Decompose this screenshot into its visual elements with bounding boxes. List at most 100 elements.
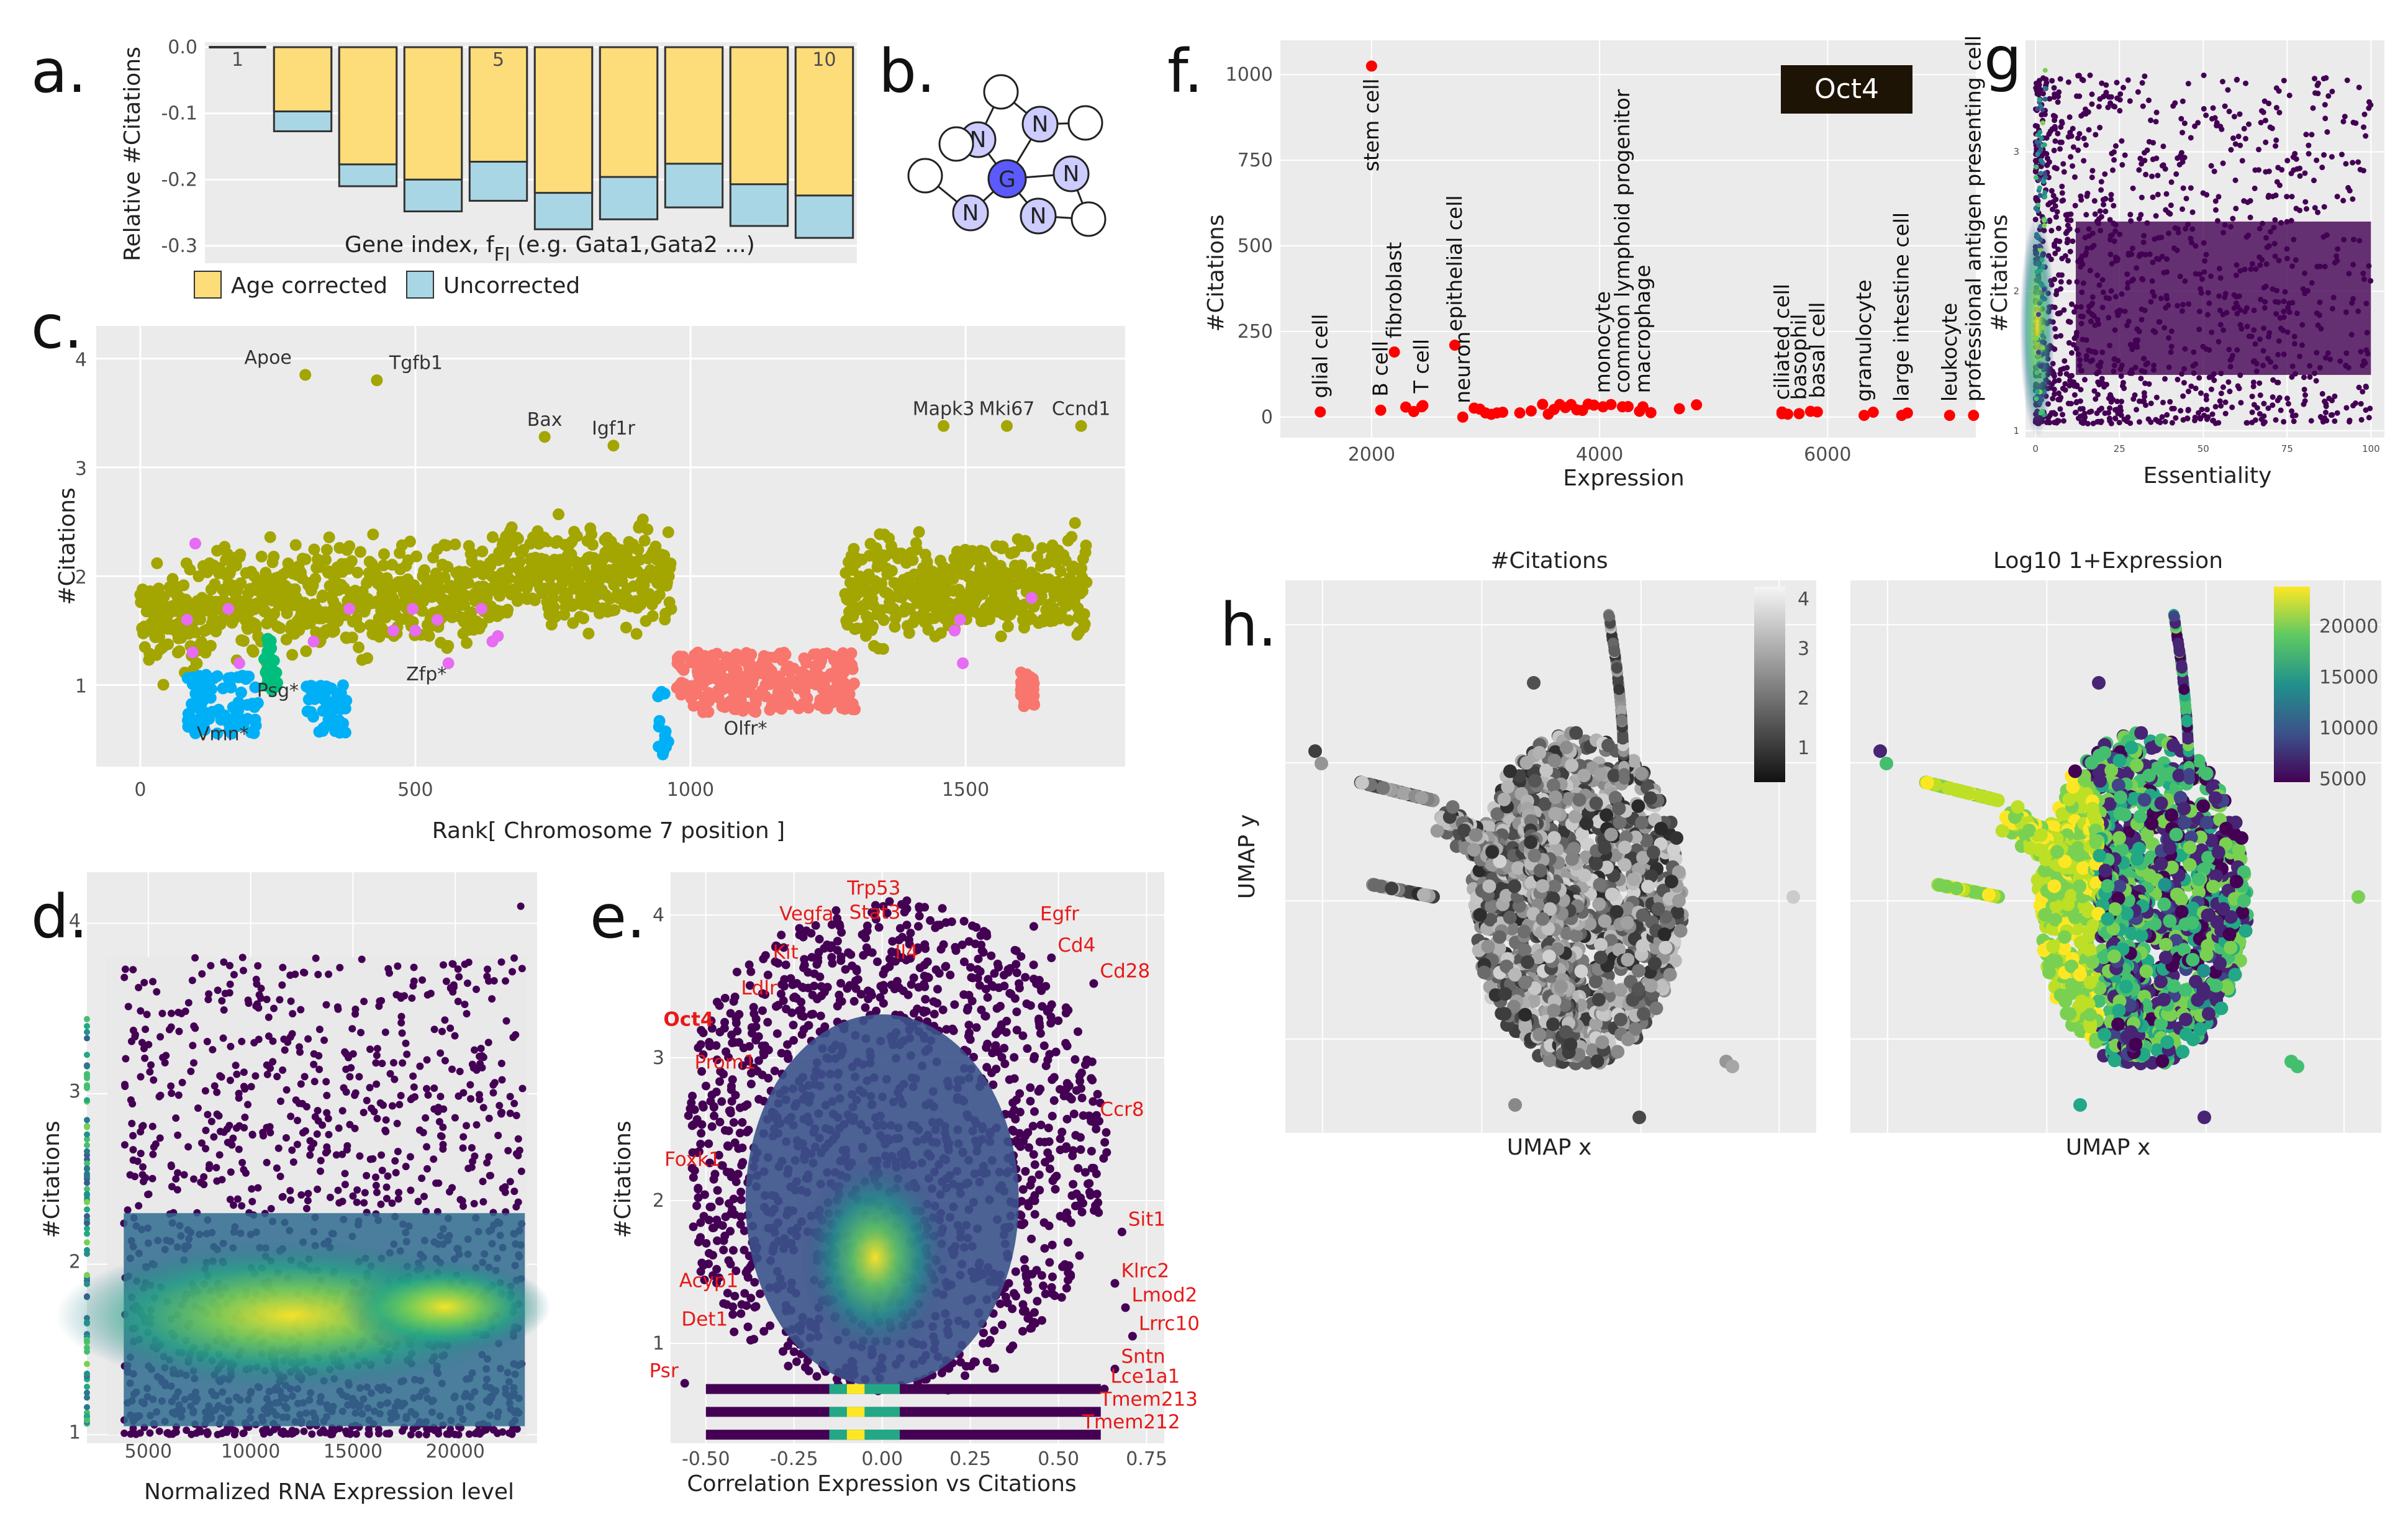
density-point xyxy=(138,1039,146,1047)
olfr-point xyxy=(814,693,826,706)
density-point xyxy=(1003,1298,1012,1307)
density-point xyxy=(388,1102,396,1110)
panel-a-y-tick: -0.3 xyxy=(161,235,197,257)
zero-expression-point xyxy=(84,1075,90,1081)
density-point xyxy=(957,940,967,950)
gene-point xyxy=(935,627,947,639)
density-point xyxy=(129,1132,137,1140)
density-point xyxy=(402,1163,410,1171)
density-point xyxy=(355,1073,363,1081)
density-point xyxy=(322,1001,330,1009)
gene-point xyxy=(552,508,564,521)
panel-a-index-labels: 1 5 10 xyxy=(232,49,836,71)
density-point xyxy=(508,1430,516,1438)
density-point xyxy=(204,1111,212,1119)
gene-point xyxy=(282,557,294,570)
gene-point xyxy=(665,603,677,615)
density-point xyxy=(784,1054,793,1063)
density-point xyxy=(852,967,861,976)
density-point xyxy=(161,1058,169,1066)
density-point xyxy=(736,1195,746,1204)
density-point xyxy=(448,1184,456,1192)
density-point xyxy=(1062,1284,1071,1293)
density-point xyxy=(489,1089,497,1097)
density-point xyxy=(959,957,969,967)
density-point xyxy=(220,1006,228,1014)
panel-a-bars xyxy=(209,46,854,239)
density-point xyxy=(145,1040,153,1048)
olfr-point xyxy=(737,705,749,717)
density-point xyxy=(817,991,826,1001)
density-point xyxy=(348,1025,356,1033)
density-point xyxy=(430,1155,438,1163)
panel-d-y-tick: 1 xyxy=(69,1422,81,1443)
gene-point xyxy=(544,572,556,584)
density-point xyxy=(228,1141,236,1149)
density-point xyxy=(366,1045,374,1053)
gene-point xyxy=(877,614,890,626)
density-point xyxy=(149,978,157,986)
psg-point xyxy=(266,657,278,669)
density-point xyxy=(273,1164,281,1172)
density-point xyxy=(238,953,247,962)
gene-point xyxy=(561,590,573,603)
gene-annotation: Apoe xyxy=(245,347,292,369)
density-point xyxy=(395,1189,403,1197)
panel-e-y-tick: 3 xyxy=(653,1047,664,1069)
density-point xyxy=(430,1084,438,1092)
density-point xyxy=(255,991,263,999)
panel-e-y-tick: 4 xyxy=(653,904,664,926)
density-point xyxy=(846,950,856,959)
density-point xyxy=(1041,1289,1050,1299)
density-point xyxy=(229,1134,237,1142)
olfr-point xyxy=(800,657,813,669)
density-point xyxy=(306,1151,314,1159)
density-point xyxy=(394,1195,402,1203)
gene-point xyxy=(1002,620,1014,633)
panel-label-c: c. xyxy=(31,292,83,362)
labeled-gene-point xyxy=(1089,979,1098,988)
density-point xyxy=(933,985,942,994)
zfp-point xyxy=(948,624,961,637)
density-point xyxy=(1080,1168,1090,1177)
density-point xyxy=(964,991,974,1000)
density-point xyxy=(126,1171,134,1179)
density-point xyxy=(1040,1137,1049,1147)
gene-point xyxy=(646,610,659,622)
gene-point xyxy=(426,591,438,603)
olfr-point xyxy=(762,674,774,686)
density-point xyxy=(731,1019,741,1028)
density-point xyxy=(1030,1160,1039,1170)
density-point xyxy=(738,1118,747,1127)
gene-point xyxy=(255,551,268,563)
gene-point xyxy=(476,618,488,631)
density-point xyxy=(129,966,137,974)
density-point xyxy=(849,997,859,1006)
zero-expression-point xyxy=(84,1023,90,1030)
density-point xyxy=(515,1147,523,1155)
gene-point xyxy=(173,645,186,657)
olfr-point xyxy=(1020,668,1033,680)
density-point xyxy=(288,1146,296,1154)
density-point xyxy=(789,993,799,1003)
density-point xyxy=(817,982,826,991)
olfr-point xyxy=(836,685,849,698)
density-point xyxy=(146,1068,154,1076)
zero-expression-point xyxy=(84,1148,90,1155)
density-point xyxy=(349,1192,357,1200)
density-point xyxy=(906,929,915,938)
density-point xyxy=(240,1068,248,1076)
density-point xyxy=(498,1109,506,1117)
vmn-point xyxy=(198,688,210,700)
density-point xyxy=(360,1199,368,1207)
gene-point xyxy=(638,534,651,547)
zero-expression-point xyxy=(84,1417,90,1424)
top-gene-point xyxy=(371,374,383,387)
olfr-point xyxy=(808,668,820,680)
density-point xyxy=(977,946,987,955)
density-point xyxy=(456,1068,464,1076)
density-point xyxy=(241,1113,249,1121)
zero-expression-point xyxy=(84,1199,90,1206)
gene-annotation: Mki67 xyxy=(979,398,1035,420)
